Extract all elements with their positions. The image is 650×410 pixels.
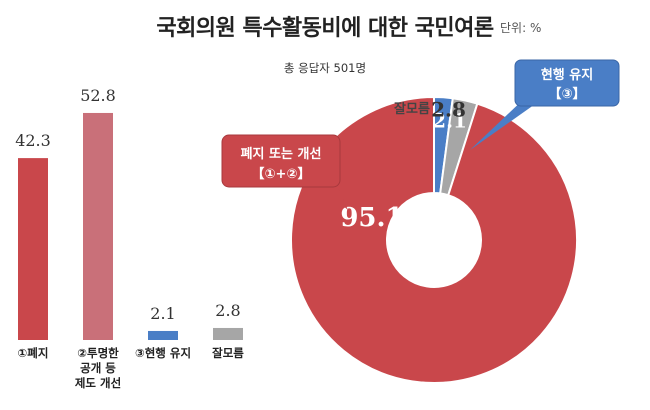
bar-category-label-2: 공개 등 <box>80 361 116 375</box>
bar-category-label-2: ②투명한 <box>77 346 119 360</box>
bar-category-label-4: 잘모름 <box>212 346 244 360</box>
callout-box-keep <box>514 59 620 107</box>
bar-1 <box>18 158 48 340</box>
callout-label-abolish: 폐지 또는 개선 <box>241 146 322 162</box>
bar-4 <box>213 327 243 340</box>
callout-sublabel-abolish: 【①+②】 <box>252 166 311 182</box>
unit-label: 단위: % <box>500 21 542 35</box>
bar-category-label-3: ③현행 유지 <box>135 346 191 360</box>
callout-pointer-keep <box>470 95 548 150</box>
donut-value-label-keep: 2.1 <box>432 108 467 132</box>
respondents-subtitle: 총 응답자 501명 <box>283 61 367 75</box>
callout-label-unsure: 잘모름 <box>394 102 430 117</box>
bar-value-label-1: 42.3 <box>15 131 51 150</box>
donut-value-label-unsure: 2.8 <box>431 97 466 121</box>
callout-sublabel-keep: 【③】 <box>548 86 585 102</box>
donut-value-label-abolish: 95.1 <box>340 203 403 233</box>
bar-value-label-2: 52.8 <box>80 86 116 105</box>
bar-category-label-1: ①폐지 <box>18 346 49 360</box>
bar-2 <box>83 112 113 341</box>
bar-value-label-3: 2.1 <box>150 304 175 323</box>
callout-box-abolish <box>221 134 341 188</box>
callout-label-keep: 현행 유지 <box>541 67 593 83</box>
chart-title: 국회의원 특수활동비에 대한 국민여론 <box>156 16 494 41</box>
bar-category-label-2: 제도 개선 <box>75 376 121 390</box>
bar-value-label-4: 2.8 <box>215 301 240 320</box>
bar-3 <box>148 330 178 340</box>
